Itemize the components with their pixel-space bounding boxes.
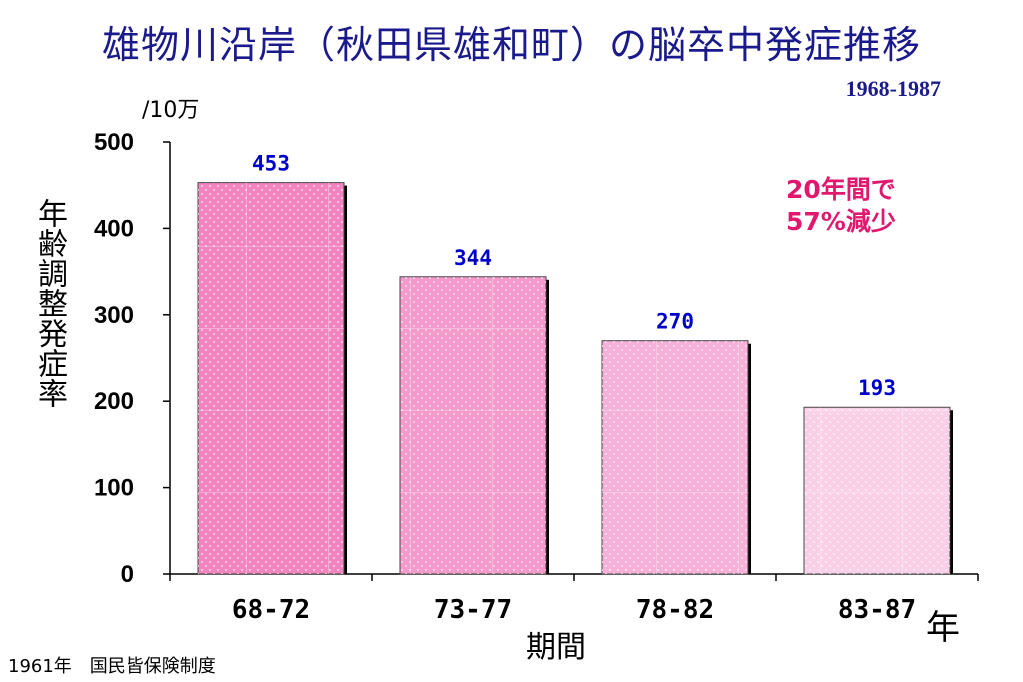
- bar-value-label: 193: [858, 376, 896, 400]
- bar-grid-texture: [602, 340, 748, 574]
- x-axis-label: 期間: [526, 630, 586, 665]
- y-tick-label: 400: [94, 215, 134, 242]
- year-suffix-label: 年: [926, 608, 960, 648]
- bar-grid-texture: [400, 276, 546, 574]
- bar-grid-texture: [804, 407, 950, 574]
- chart-title: 雄物川沿岸（秋田県雄和町）の脳卒中発症推移: [101, 23, 921, 67]
- bar-grid-texture: [198, 182, 344, 574]
- bar-value-label: 453: [252, 152, 290, 176]
- chart-subtitle: 1968-1987: [845, 76, 941, 101]
- y-tick-label: 200: [94, 388, 134, 415]
- bar-value-label: 344: [454, 246, 492, 270]
- y-tick-label: 300: [94, 302, 134, 329]
- x-category-label: 78-82: [636, 595, 714, 625]
- reduction-annotation: 20年間で 57%減少: [786, 175, 896, 236]
- x-category-label: 83-87: [838, 595, 916, 625]
- y-tick-label: 500: [94, 129, 134, 156]
- x-category-label: 68-72: [232, 595, 310, 625]
- unit-label: /10万: [142, 98, 200, 123]
- y-tick-label: 100: [94, 475, 134, 502]
- footnote: 1961年 国民皆保険制度: [8, 656, 216, 677]
- bar-value-label: 270: [656, 310, 694, 334]
- x-category-label: 73-77: [434, 595, 512, 625]
- y-tick-label: 0: [121, 561, 134, 588]
- y-axis-label: 年齢調整発症率: [32, 198, 67, 408]
